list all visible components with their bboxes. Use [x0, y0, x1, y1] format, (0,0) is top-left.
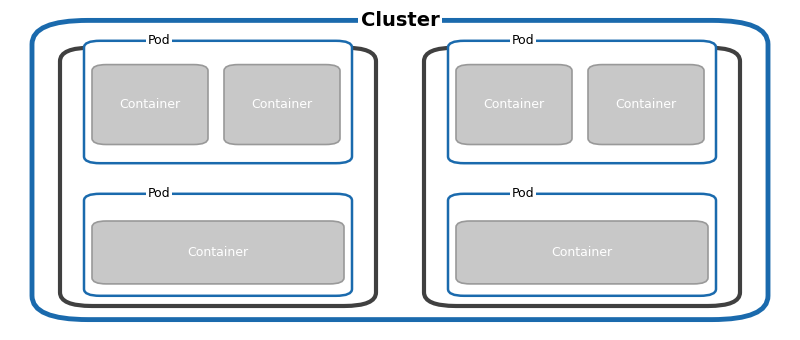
Text: Node: Node	[488, 39, 537, 56]
FancyBboxPatch shape	[224, 65, 340, 144]
FancyBboxPatch shape	[60, 48, 376, 306]
Text: Container: Container	[187, 246, 249, 259]
FancyBboxPatch shape	[448, 41, 716, 163]
FancyBboxPatch shape	[92, 221, 344, 284]
Text: Pod: Pod	[512, 34, 534, 47]
FancyBboxPatch shape	[588, 65, 704, 144]
Text: Container: Container	[615, 98, 677, 111]
Text: Node: Node	[124, 39, 173, 56]
FancyBboxPatch shape	[92, 65, 208, 144]
FancyBboxPatch shape	[84, 41, 352, 163]
Text: Container: Container	[251, 98, 313, 111]
FancyBboxPatch shape	[456, 65, 572, 144]
FancyBboxPatch shape	[84, 194, 352, 296]
Text: Pod: Pod	[512, 187, 534, 200]
FancyBboxPatch shape	[32, 20, 768, 320]
Text: Container: Container	[119, 98, 181, 111]
FancyBboxPatch shape	[448, 194, 716, 296]
Text: Pod: Pod	[148, 34, 170, 47]
Text: Container: Container	[483, 98, 545, 111]
Text: Cluster: Cluster	[361, 11, 439, 30]
Text: Pod: Pod	[148, 187, 170, 200]
Text: Container: Container	[551, 246, 613, 259]
FancyBboxPatch shape	[424, 48, 740, 306]
FancyBboxPatch shape	[456, 221, 708, 284]
